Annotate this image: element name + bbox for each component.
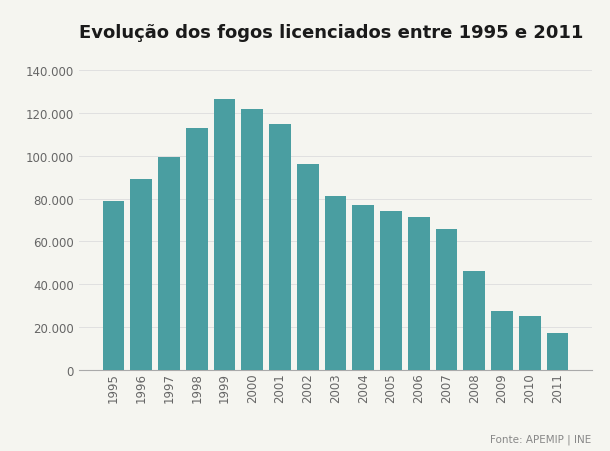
Bar (297, 165, 318, 370)
Bar (491, 311, 513, 370)
Bar (436, 229, 458, 370)
Bar (353, 206, 374, 370)
Bar (158, 157, 180, 370)
Bar (380, 212, 402, 370)
Bar (214, 100, 235, 370)
Text: Evolução dos fogos licenciados entre 1995 e 2011: Evolução dos fogos licenciados entre 199… (79, 23, 584, 41)
Bar (519, 317, 540, 370)
Text: Fonte: APEMIP | INE: Fonte: APEMIP | INE (490, 434, 592, 444)
Bar (325, 197, 346, 370)
Bar (269, 124, 291, 370)
Bar (186, 129, 207, 370)
Bar (102, 201, 124, 370)
Bar (242, 110, 263, 370)
Bar (408, 217, 429, 370)
Bar (464, 272, 485, 370)
Bar (131, 180, 152, 370)
Bar (547, 334, 569, 370)
